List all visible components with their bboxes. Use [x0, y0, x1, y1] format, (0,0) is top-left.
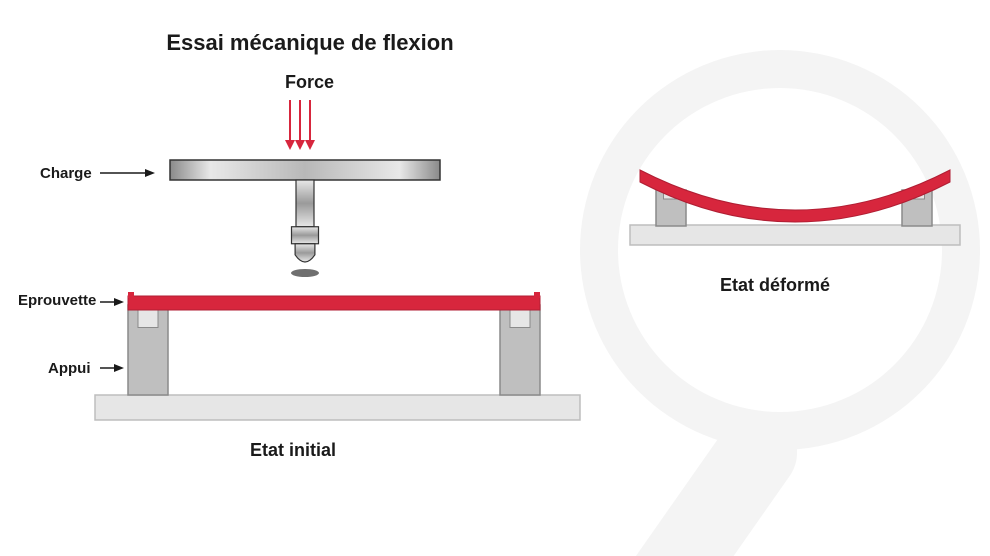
appui-label: Appui [48, 360, 91, 377]
charge-arrow-icon [100, 169, 155, 177]
force-arrow-icon [305, 100, 315, 150]
main-title: Essai mécanique de flexion [166, 30, 453, 56]
charge-label: Charge [40, 165, 92, 182]
watermark-magnifier-icon [580, 50, 980, 556]
appui-arrow-icon [100, 364, 124, 372]
force-arrow-icon [285, 100, 295, 150]
contact-pad [291, 269, 319, 277]
etat-initial-label: Etat initial [250, 440, 336, 461]
force-label: Force [285, 72, 334, 93]
support-right [500, 305, 540, 395]
base-plate [95, 395, 580, 420]
force-arrow-icon [295, 100, 305, 150]
charge-bar [170, 160, 440, 180]
support-left [128, 305, 168, 395]
flexion-diagram [0, 0, 990, 556]
etat-deforme-label: Etat déformé [720, 275, 830, 296]
eprouvette-label: Eprouvette [18, 292, 96, 309]
loading-piston [291, 180, 319, 277]
specimen [128, 296, 540, 310]
eprouvette-arrow-icon [100, 298, 124, 306]
base-plate-deformed [630, 225, 960, 245]
